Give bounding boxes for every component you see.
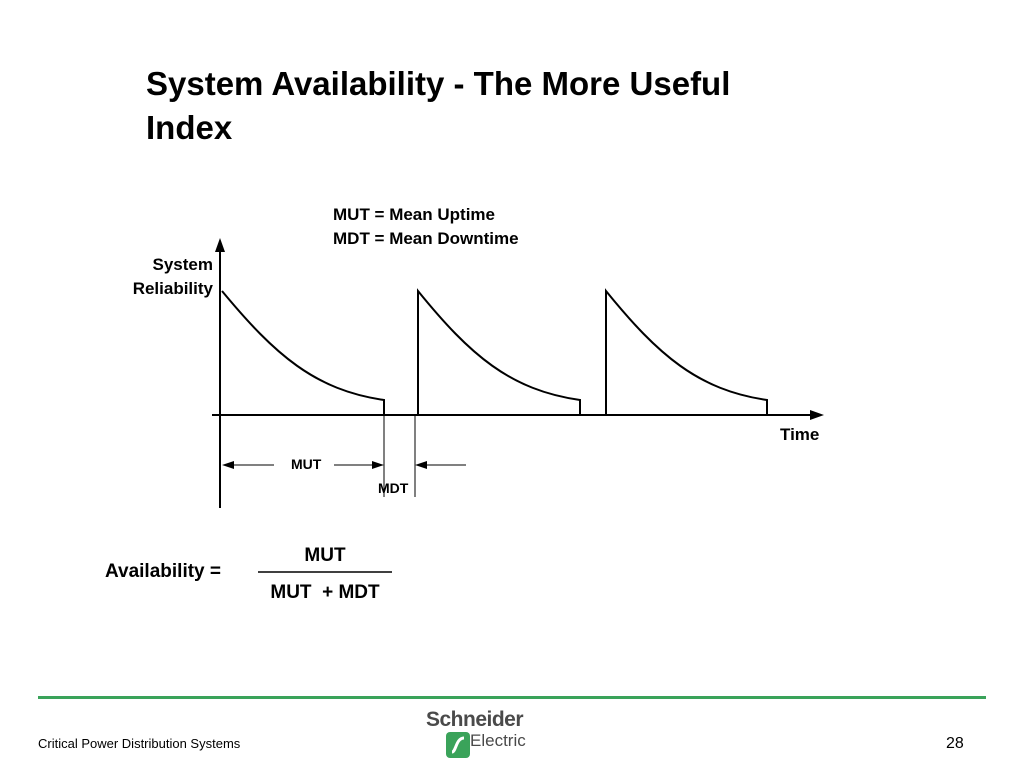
mut-arrowhead-right	[372, 461, 384, 469]
mut-dimension-label: MUT	[291, 456, 322, 472]
footer-text: Critical Power Distribution Systems	[38, 736, 241, 751]
schneider-electric-logo: Schneider Electric	[424, 708, 536, 760]
legend-mut-definition: MUT = Mean Uptime	[333, 205, 495, 224]
page-number: 28	[946, 735, 964, 752]
formula-denominator: MUT + MDT	[270, 582, 380, 603]
x-axis-label: Time	[780, 425, 820, 444]
y-axis-label-line-2: Reliability	[132, 279, 213, 298]
logo-word-schneider: Schneider	[426, 708, 524, 731]
slide-title: System Availability - The More Useful In…	[146, 62, 866, 150]
legend-mdt-definition: MDT = Mean Downtime	[333, 229, 519, 248]
logo-mark-icon	[446, 732, 470, 758]
mdt-arrowhead	[415, 461, 427, 469]
reliability-curve-2	[417, 288, 581, 415]
formula-lhs: Availability =	[105, 561, 221, 582]
y-axis-label: System Reliability	[133, 253, 213, 301]
y-axis-arrowhead	[215, 238, 225, 252]
footer-rule	[38, 696, 986, 699]
reliability-curve-3	[605, 288, 768, 415]
formula-numerator: MUT	[304, 545, 346, 566]
mut-arrowhead-left	[222, 461, 234, 469]
mdt-dimension-label: MDT	[378, 480, 409, 496]
slide-title-line-1: System Availability - The More Useful	[146, 65, 731, 102]
diagram-legend: MUT = Mean Uptime MDT = Mean Downtime	[333, 203, 519, 251]
y-axis-label-line-1: System	[152, 255, 213, 274]
reliability-curve-1	[221, 290, 385, 415]
x-axis-arrowhead	[810, 410, 824, 420]
slide-title-line-2: Index	[146, 109, 233, 146]
logo-word-electric: Electric	[470, 731, 526, 750]
